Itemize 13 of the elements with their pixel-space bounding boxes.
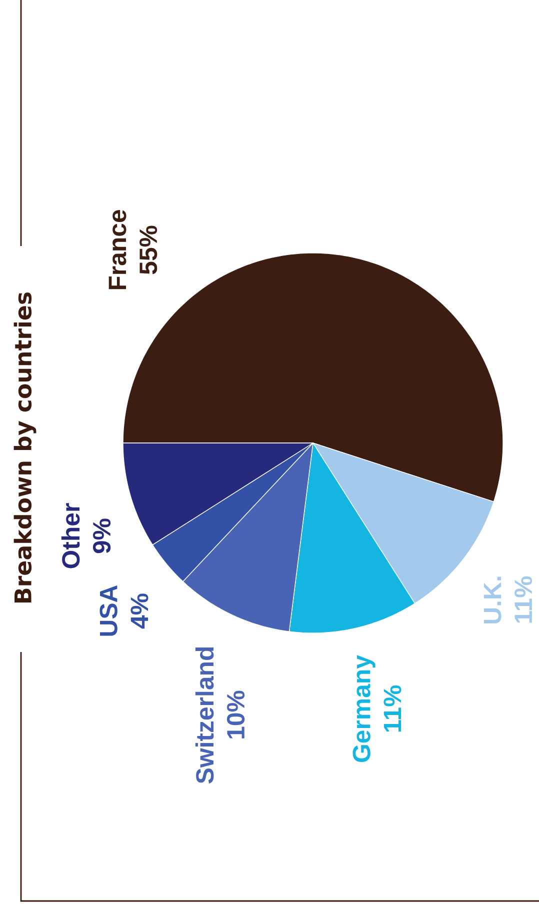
slice-label: U.K. bbox=[484, 576, 502, 624]
data-label: 10% bbox=[226, 690, 245, 738]
data-label: 9% bbox=[92, 518, 111, 554]
slice-label: Other bbox=[61, 503, 80, 568]
data-label: 11% bbox=[384, 685, 402, 732]
text: Breakdown by countries bbox=[14, 292, 36, 602]
data-label: 4% bbox=[130, 594, 148, 629]
slice-label: Germany bbox=[352, 655, 376, 762]
slice-label: USA bbox=[100, 585, 118, 636]
slice-label: France bbox=[108, 210, 126, 290]
slice-label: Switzerland bbox=[195, 647, 214, 784]
data-label: 11% bbox=[514, 576, 532, 623]
data-label: 55% bbox=[140, 226, 158, 274]
